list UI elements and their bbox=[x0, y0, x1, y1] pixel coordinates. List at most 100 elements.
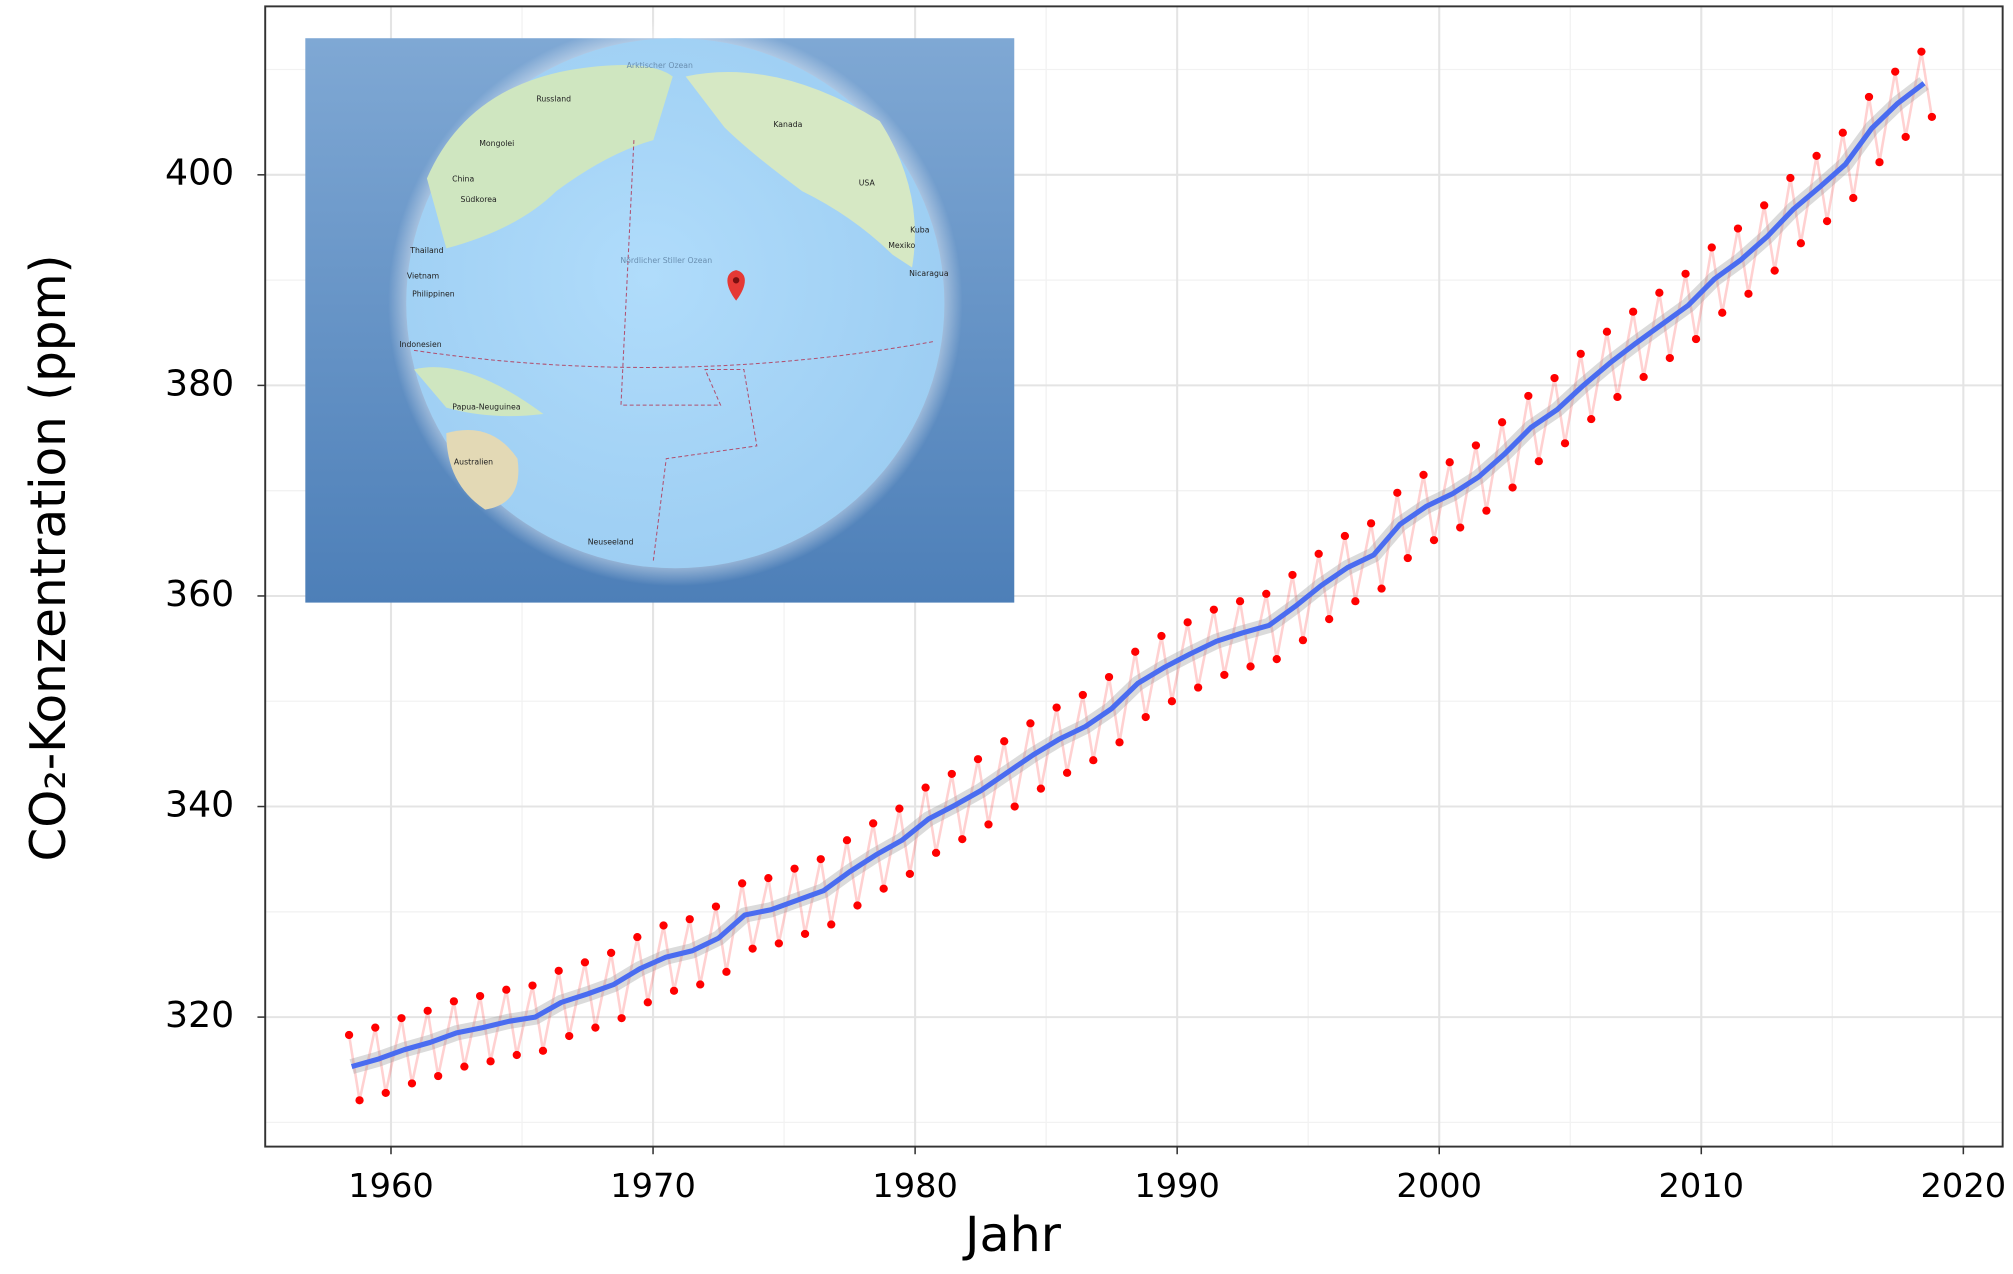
data-point bbox=[670, 987, 678, 995]
data-point bbox=[1168, 697, 1176, 705]
data-point bbox=[1875, 158, 1883, 166]
data-point bbox=[686, 915, 694, 923]
data-point bbox=[1561, 439, 1569, 447]
data-point bbox=[1760, 201, 1768, 209]
data-point bbox=[617, 1014, 625, 1022]
data-point bbox=[1902, 133, 1910, 141]
data-point bbox=[1105, 673, 1113, 681]
data-point bbox=[1797, 239, 1805, 247]
data-point bbox=[581, 958, 589, 966]
data-point bbox=[424, 1007, 432, 1015]
data-point bbox=[801, 930, 809, 938]
data-point bbox=[1000, 737, 1008, 745]
data-point bbox=[345, 1031, 353, 1039]
data-point bbox=[1446, 458, 1454, 466]
data-point bbox=[1194, 683, 1202, 691]
data-point bbox=[1891, 68, 1899, 76]
map-label: China bbox=[452, 175, 474, 184]
x-tick-label: 1990 bbox=[1134, 1166, 1220, 1205]
chart: Arktischer OzeanRusslandKanadaMongoleiCh… bbox=[0, 0, 2013, 1274]
data-point bbox=[1708, 243, 1716, 251]
data-point bbox=[1299, 636, 1307, 644]
data-point bbox=[1404, 554, 1412, 562]
data-point bbox=[790, 865, 798, 873]
data-point bbox=[1577, 350, 1585, 358]
data-point bbox=[1115, 738, 1123, 746]
x-tick-label: 1970 bbox=[610, 1166, 696, 1205]
data-point bbox=[984, 820, 992, 828]
data-point bbox=[921, 784, 929, 792]
data-point bbox=[1273, 655, 1281, 663]
data-point bbox=[1849, 194, 1857, 202]
y-tick-label: 320 bbox=[165, 995, 234, 1036]
map-label: Philippinen bbox=[412, 289, 455, 298]
map-label: Australien bbox=[454, 458, 493, 467]
data-point bbox=[1246, 662, 1254, 670]
data-point bbox=[1341, 532, 1349, 540]
data-point bbox=[1587, 415, 1595, 423]
map-label: Südkorea bbox=[461, 195, 498, 204]
data-point bbox=[948, 770, 956, 778]
data-point bbox=[1535, 457, 1543, 465]
data-point bbox=[1472, 441, 1480, 449]
map-label: Thailand bbox=[409, 246, 443, 255]
map-label: Mongolei bbox=[479, 139, 514, 148]
map-label: Kuba bbox=[910, 226, 930, 235]
x-tick-label: 2000 bbox=[1396, 1166, 1482, 1205]
data-point bbox=[1666, 354, 1674, 362]
data-point bbox=[607, 949, 615, 957]
data-point bbox=[1184, 618, 1192, 626]
data-point bbox=[1236, 597, 1244, 605]
data-point bbox=[1315, 550, 1323, 558]
data-point bbox=[1393, 489, 1401, 497]
data-point bbox=[1639, 373, 1647, 381]
x-tick-label: 1960 bbox=[348, 1166, 434, 1205]
data-point bbox=[775, 939, 783, 947]
data-point bbox=[633, 933, 641, 941]
map-pin-dot bbox=[733, 277, 739, 283]
data-point bbox=[817, 855, 825, 863]
data-point bbox=[1026, 719, 1034, 727]
data-point bbox=[1142, 713, 1150, 721]
data-point bbox=[539, 1047, 547, 1055]
map-label: Mexiko bbox=[888, 241, 915, 250]
map-label: USA bbox=[859, 178, 876, 187]
data-point bbox=[843, 836, 851, 844]
map-label: Nördlicher Stiller Ozean bbox=[620, 256, 712, 265]
data-point bbox=[764, 874, 772, 882]
data-point bbox=[1011, 802, 1019, 810]
data-point bbox=[1351, 597, 1359, 605]
data-point bbox=[712, 902, 720, 910]
data-point bbox=[476, 992, 484, 1000]
data-point bbox=[1917, 48, 1925, 56]
data-point bbox=[738, 879, 746, 887]
data-point bbox=[1603, 328, 1611, 336]
inset-map: Arktischer OzeanRusslandKanadaMongoleiCh… bbox=[305, 20, 1014, 602]
data-point bbox=[722, 968, 730, 976]
data-point bbox=[1812, 152, 1820, 160]
map-label: Indonesien bbox=[399, 340, 442, 349]
data-point bbox=[434, 1072, 442, 1080]
data-point bbox=[1419, 471, 1427, 479]
y-tick-label: 360 bbox=[165, 574, 234, 615]
x-tick-label: 2010 bbox=[1658, 1166, 1744, 1205]
data-point bbox=[1037, 785, 1045, 793]
data-point bbox=[1692, 335, 1700, 343]
data-point bbox=[450, 997, 458, 1005]
data-point bbox=[1744, 290, 1752, 298]
data-point bbox=[1786, 174, 1794, 182]
data-point bbox=[1377, 585, 1385, 593]
data-point bbox=[869, 819, 877, 827]
y-tick-label: 400 bbox=[165, 153, 234, 194]
map-label: Kanada bbox=[773, 120, 802, 129]
data-point bbox=[528, 981, 536, 989]
data-point bbox=[1524, 392, 1532, 400]
data-point bbox=[408, 1079, 416, 1087]
data-point bbox=[355, 1096, 363, 1104]
data-point bbox=[1508, 483, 1516, 491]
y-tick-label: 340 bbox=[165, 785, 234, 826]
data-point bbox=[513, 1051, 521, 1059]
data-point bbox=[1823, 217, 1831, 225]
page: Arktischer OzeanRusslandKanadaMongoleiCh… bbox=[0, 0, 2013, 1274]
data-point bbox=[1839, 129, 1847, 137]
